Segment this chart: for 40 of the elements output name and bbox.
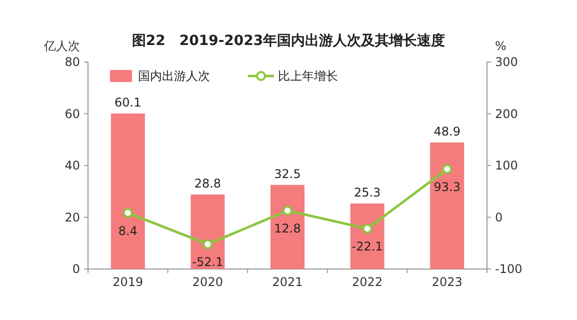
x-tick-label: 2022: [352, 275, 383, 289]
point: [362, 224, 372, 234]
bar: [110, 113, 145, 269]
x-tick-label: 2023: [432, 275, 462, 289]
data-label: 12.8: [274, 222, 301, 236]
y-axis-title: 亿人次: [43, 39, 80, 53]
point: [122, 208, 133, 218]
y2-tick-label: 0: [495, 210, 503, 224]
x-tick-label: 2020: [192, 275, 223, 289]
y-tick-label: 80: [64, 55, 80, 69]
bar: [350, 204, 384, 269]
y2-tick-label: 200: [495, 106, 518, 121]
legend-label: 国内出游人次: [138, 69, 210, 83]
data-label: 32.5: [274, 166, 301, 181]
bar: [270, 184, 304, 269]
y2-tick-label: 300: [495, 55, 518, 69]
y-tick-label: 60: [64, 106, 80, 121]
y2-tick-label: -100: [495, 262, 522, 276]
chart-title: 图22 2019-2023年国内出游人次及其增长速度: [132, 32, 446, 49]
point: [202, 239, 213, 250]
y2-tick-label: 100: [495, 158, 518, 172]
data-label: -22.1: [352, 240, 383, 254]
x-tick-label: 2019: [112, 275, 144, 289]
bar: [190, 194, 225, 269]
y-tick-label: 40: [64, 158, 80, 172]
y2-axis-title: %: [495, 39, 506, 53]
data-label: 60.1: [114, 95, 142, 110]
data-label: 25.3: [354, 186, 381, 200]
y-tick-label: 0: [72, 262, 80, 276]
data-label: -52.1: [192, 255, 224, 270]
data-label: 93.3: [434, 180, 460, 194]
bar: [430, 142, 464, 269]
point: [282, 206, 292, 216]
data-label: 28.8: [194, 176, 222, 190]
data-label: 8.4: [118, 224, 138, 238]
y-tick-label: 20: [64, 210, 80, 224]
data-label: 48.9: [434, 124, 460, 138]
point: [442, 164, 452, 174]
x-tick-label: 2021: [272, 275, 303, 289]
legend-label: 比上年增长: [278, 69, 338, 83]
